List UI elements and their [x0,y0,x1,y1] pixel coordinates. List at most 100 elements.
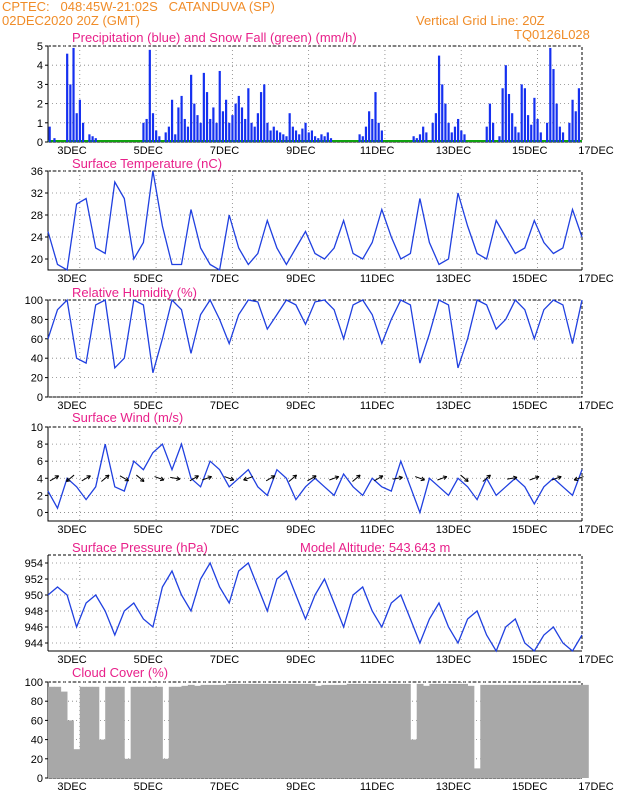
temp-xtick-label: 7DEC [210,273,239,285]
precip-bar [196,115,199,142]
precip-xtick-label: 9DEC [286,145,315,157]
pressure-line [47,561,583,653]
cloud-xtick-label: 17DEC [578,781,614,793]
cloud-xtick-label: 13DEC [436,781,472,793]
cloud-bar [149,686,157,778]
cloud-bar [480,684,488,778]
rh-frame [47,299,583,398]
wind-arrow [415,476,425,481]
pres-xtick-label: 5DEC [134,654,163,666]
wind-arrow [392,476,403,480]
precip-bar [94,138,97,142]
precip-bar [558,126,561,142]
wind-arrow [170,476,181,480]
precip-bar [422,126,425,142]
precip-bar [53,138,56,142]
precip-bar [301,128,304,142]
precip-bar [546,122,549,142]
pres-ytick-label: 952 [25,574,43,586]
cloud-bar [187,684,195,778]
cloud-bar [499,684,507,778]
pres-title: Surface Pressure (hPa) [72,540,208,555]
cloud-xtick-label: 11DEC [360,781,395,793]
precip-bar [234,103,237,142]
wind-arrow-head [334,475,340,480]
precip-xtick-label: 15DEC [512,145,548,157]
wind-arrow [66,474,75,482]
precip-bar [183,118,186,142]
rh-xtick-label: 13DEC [436,400,472,412]
cloud-bar [518,684,526,778]
rh-ytick-label: 100 [25,295,43,307]
precip-bar [279,132,282,142]
cloud-xtick-label: 5DEC [134,781,163,793]
precip-bar [434,113,437,142]
wind-arrow-head [557,475,562,480]
precip-bar [492,122,495,142]
precip-bar [444,103,447,142]
precip-bar [75,113,78,142]
cloud-bar [238,683,246,778]
cloud-bar [423,685,430,778]
pres-xtick-label: 11DEC [360,654,395,666]
cloud-bar [162,758,170,778]
model-code: TQ0126L028 [514,27,590,42]
precip-bar [225,99,228,142]
precip-bar [212,107,215,142]
wind-arrow-head [243,476,248,482]
temp-ytick-label: 24 [31,232,43,244]
precip-ytick-label: 4 [37,60,43,72]
cloud-bar [67,720,74,778]
precip-bar [418,134,422,142]
wind-arrow [373,475,384,482]
precip-bar [256,113,259,142]
wind-arrow-head [292,474,298,479]
wind-arrow [265,475,276,482]
wind-arrow-head [176,476,181,481]
wind-xtick-label: 11DEC [360,524,395,536]
precip-bar [244,118,247,142]
precip-bar [555,103,558,142]
cloud-bar [124,758,132,778]
precip-bar [253,126,256,142]
cloud-bar [156,686,163,778]
wind-arrow [529,476,540,481]
cloud-bar [92,686,100,778]
temp-title: Surface Temperature (nC) [72,156,223,171]
precip-bar [205,92,209,142]
cloud-bar [219,684,227,778]
pres-xtick-label: 15DEC [512,654,548,666]
temp-xtick-label: 11DEC [360,273,395,285]
wind-arrow [482,474,491,482]
cloud-xtick-label: 3DEC [57,781,86,793]
pres-ytick-label: 944 [25,638,43,650]
precip-bar [272,126,275,142]
cloud-bar [295,683,303,778]
precip-bar [377,122,380,142]
rh-xtick-label: 15DEC [512,400,548,412]
wind-arrow-head [86,475,91,480]
precip-bar [574,111,577,142]
cloud-title: Cloud Cover (%) [72,665,169,680]
precip-bar [374,92,377,142]
precip-bar [437,55,441,142]
precip-bar [504,65,507,142]
wind-arrow [224,476,235,481]
cloud-bar [404,683,411,778]
precip-bar [371,118,374,142]
cloud-bar [289,683,297,778]
cloud-bar [308,683,316,778]
wind-arrow-head [398,475,403,481]
precip-bar [250,122,253,142]
wind-arrow-head [159,476,165,482]
pres-xtick-label: 3DEC [57,654,86,666]
cloud-bar [105,686,112,778]
precip-bar [577,88,581,142]
wind-arrow [573,476,584,481]
precip-ytick-label: 1 [37,118,43,130]
cloud-bar [194,685,201,778]
precip-bar [412,136,415,142]
precip-bar [307,132,310,142]
precip-bar [193,103,196,142]
